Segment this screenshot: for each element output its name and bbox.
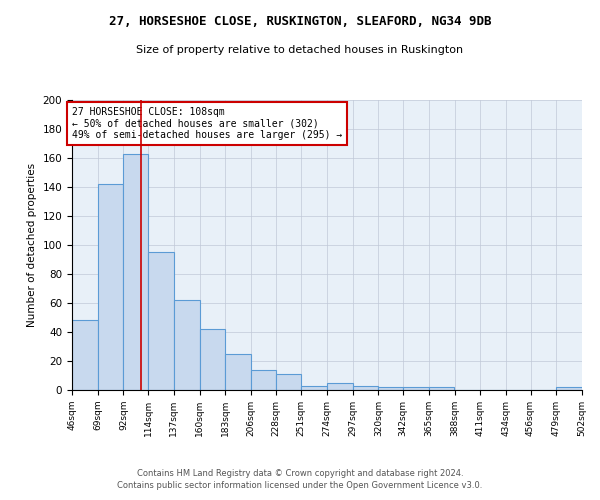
Bar <box>327 383 353 390</box>
Text: Size of property relative to detached houses in Ruskington: Size of property relative to detached ho… <box>136 45 464 55</box>
Bar <box>353 386 379 390</box>
Bar <box>301 386 327 390</box>
Bar <box>275 374 301 390</box>
Bar <box>251 370 275 390</box>
Bar <box>72 320 98 390</box>
Text: 27 HORSESHOE CLOSE: 108sqm
← 50% of detached houses are smaller (302)
49% of sem: 27 HORSESHOE CLOSE: 108sqm ← 50% of deta… <box>72 108 342 140</box>
Bar <box>98 184 124 390</box>
Bar <box>429 387 455 390</box>
Bar <box>199 329 225 390</box>
Bar <box>124 154 148 390</box>
Bar <box>556 387 582 390</box>
Bar <box>379 387 403 390</box>
Bar <box>174 300 199 390</box>
Y-axis label: Number of detached properties: Number of detached properties <box>27 163 37 327</box>
Bar <box>403 387 429 390</box>
Text: Contains HM Land Registry data © Crown copyright and database right 2024.
Contai: Contains HM Land Registry data © Crown c… <box>118 468 482 490</box>
Bar <box>148 252 174 390</box>
Bar <box>225 354 251 390</box>
Text: 27, HORSESHOE CLOSE, RUSKINGTON, SLEAFORD, NG34 9DB: 27, HORSESHOE CLOSE, RUSKINGTON, SLEAFOR… <box>109 15 491 28</box>
